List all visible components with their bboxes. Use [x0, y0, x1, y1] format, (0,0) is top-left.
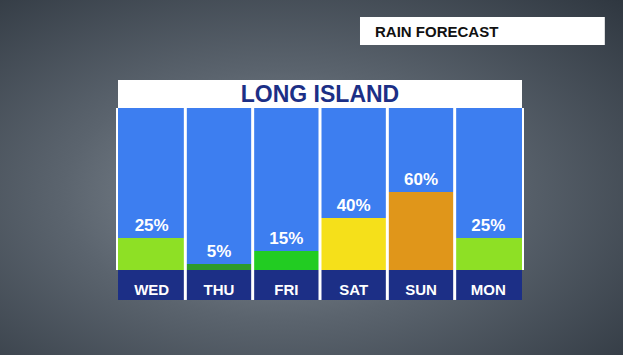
svg-text:SAT: SAT: [339, 281, 368, 298]
svg-text:WED: WED: [134, 281, 169, 298]
svg-text:THU: THU: [204, 281, 235, 298]
svg-text:LONG ISLAND: LONG ISLAND: [241, 81, 399, 107]
svg-text:25%: 25%: [135, 216, 169, 235]
svg-text:40%: 40%: [337, 196, 371, 215]
svg-text:15%: 15%: [269, 229, 303, 248]
svg-text:FRI: FRI: [274, 281, 298, 298]
svg-text:MON: MON: [471, 281, 506, 298]
svg-text:60%: 60%: [404, 170, 438, 189]
svg-text:25%: 25%: [471, 216, 505, 235]
svg-text:5%: 5%: [207, 242, 232, 261]
svg-text:SUN: SUN: [405, 281, 437, 298]
svg-text:RAIN FORECAST: RAIN FORECAST: [375, 23, 498, 40]
